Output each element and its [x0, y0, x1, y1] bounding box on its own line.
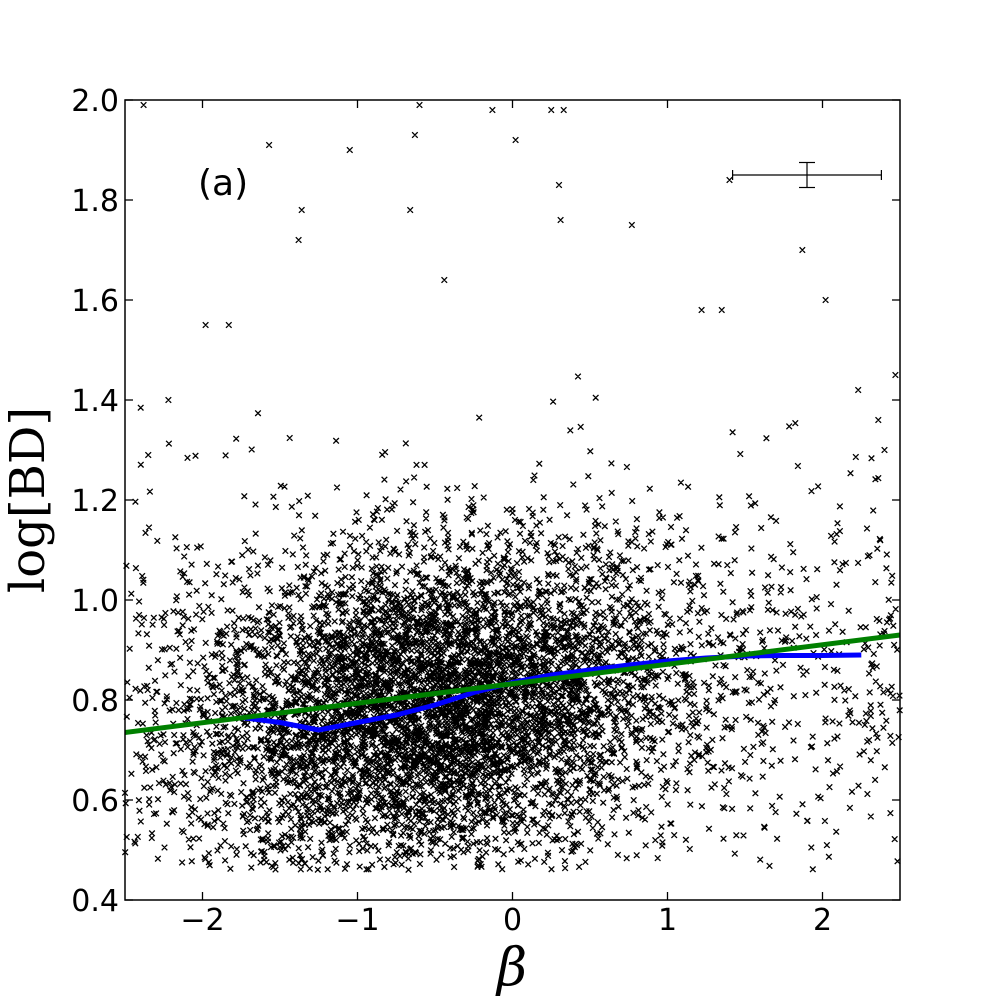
- y-tick-label: 1.2: [71, 484, 119, 519]
- y-tick-label: 0.4: [71, 884, 119, 919]
- plot-frame: [124, 99, 901, 901]
- y-tick-label: 2.0: [71, 84, 119, 119]
- x-tick-label: 0: [503, 903, 522, 938]
- x-tick-label: 1: [658, 903, 677, 938]
- y-tick-label: 1.4: [71, 384, 119, 419]
- series-line-1: [240, 652, 862, 733]
- y-tick-label: 1.6: [71, 284, 119, 319]
- x-tick-label: −2: [180, 903, 224, 938]
- x-axis-label: β: [495, 938, 527, 998]
- series-lines: [124, 632, 901, 735]
- y-tick-label: 1.8: [71, 184, 119, 219]
- y-tick-label: 0.6: [71, 784, 119, 819]
- y-tick-label: 1.0: [71, 584, 119, 619]
- x-tick-label: 2: [813, 903, 832, 938]
- error-bar: [731, 161, 883, 189]
- x-tick-label: −1: [335, 903, 379, 938]
- series-line-2: [124, 632, 901, 735]
- axis-ticks: −2 −1 0 1 2 0.4 0.6 0.8 1.0 1.2 1.4 1.6 1.8 2.0: [71, 84, 900, 938]
- scatter-points: [121, 101, 903, 874]
- panel-label: (a): [198, 163, 248, 204]
- scatter-markers: [121, 101, 903, 874]
- y-axis-label: log[BD]: [0, 407, 56, 593]
- y-tick-label: 0.8: [71, 684, 119, 719]
